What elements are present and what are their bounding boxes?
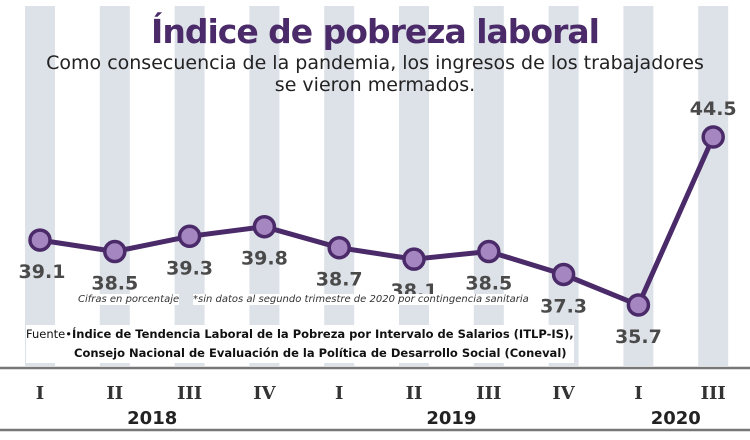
column-band-3 xyxy=(174,6,205,366)
source-label: Fuente• xyxy=(26,327,73,341)
value-label-9: 35.7 xyxy=(615,326,662,348)
column-band-7 xyxy=(473,6,504,366)
value-label-1: 39.1 xyxy=(19,261,66,283)
data-point-8 xyxy=(551,262,576,287)
series-line-group xyxy=(37,134,716,308)
series-line xyxy=(37,134,716,308)
value-label-8: 37.3 xyxy=(540,295,587,317)
year-label-2019: 2019 xyxy=(426,408,476,429)
chart-subtitle: Como consecuencia de la pandemia, los in… xyxy=(40,52,710,96)
year-label-2018: 2018 xyxy=(127,408,177,429)
value-label-10: 44.5 xyxy=(690,98,737,120)
data-point-9 xyxy=(626,293,651,317)
x-tick-label-5: I xyxy=(335,383,343,404)
missing-data-note: *sin datos al segundo trimestre de 2020 … xyxy=(193,294,529,305)
value-label-3: 39.3 xyxy=(166,257,213,279)
data-point-7 xyxy=(477,239,501,264)
x-tick-label-10: III xyxy=(701,383,726,404)
x-tick-label-1: I xyxy=(36,383,44,404)
x-tick-label-3: III xyxy=(177,383,202,404)
year-label-2020: 2020 xyxy=(651,408,701,429)
source-line-2: Consejo Nacional de Evaluación de la Pol… xyxy=(74,346,567,360)
value-label-2: 38.5 xyxy=(91,273,138,295)
x-tick-label-4: IV xyxy=(253,383,276,404)
data-point-10 xyxy=(701,125,725,149)
data-point-3 xyxy=(177,224,202,249)
column-band-4 xyxy=(249,6,280,366)
subtitle-line-1: Como consecuencia de la pandemia, los in… xyxy=(46,52,704,74)
column-band-6 xyxy=(399,6,429,366)
x-tick-label-7: III xyxy=(476,383,501,404)
column-band-5 xyxy=(324,6,355,366)
data-point-6 xyxy=(402,247,426,271)
markers-group xyxy=(28,125,725,317)
column-band-10 xyxy=(698,6,729,366)
data-point-1 xyxy=(28,228,52,252)
x-tick-label-8: IV xyxy=(552,383,575,404)
x-tick-label-9: I xyxy=(634,383,642,404)
source-line-1: Índice de Tendencia Laboral de la Pobrez… xyxy=(72,327,574,341)
value-label-7: 38.5 xyxy=(465,273,512,295)
chart-title: Índice de pobreza laboral xyxy=(151,12,600,51)
x-tick-label-2: II xyxy=(106,383,123,404)
source-credit: Fuente•Índice de Tendencia Laboral de la… xyxy=(26,325,574,363)
background-bands xyxy=(25,6,729,366)
column-band-1 xyxy=(25,6,55,366)
data-point-5 xyxy=(327,235,351,260)
x-tick-label-6: II xyxy=(406,383,423,404)
value-label-4: 39.8 xyxy=(241,248,288,270)
value-label-5: 38.7 xyxy=(316,269,363,291)
units-note: Cifras en porcentaje xyxy=(78,294,180,305)
data-point-4 xyxy=(252,214,277,239)
subtitle-line-2: se vieron mermados. xyxy=(274,74,476,96)
column-band-2 xyxy=(99,6,130,366)
column-band-8 xyxy=(548,6,579,366)
value-labels-group: 39.138.539.3 39.838.738.1 38.537.335.744.5 xyxy=(19,98,737,348)
data-point-2 xyxy=(103,239,127,264)
